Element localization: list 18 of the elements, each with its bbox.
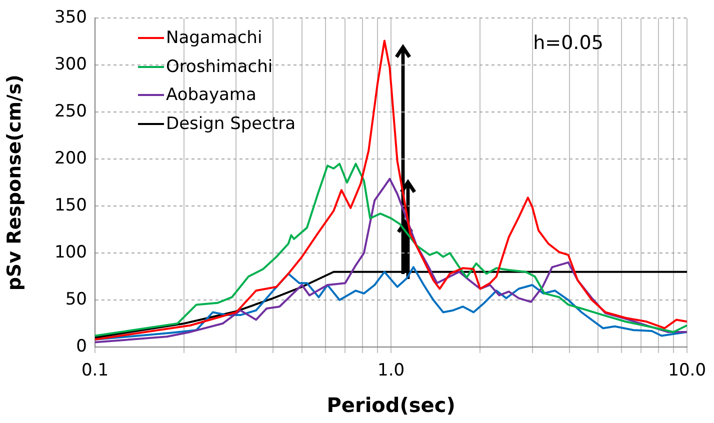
x-tick-label: 0.1 [81,360,109,381]
y-tick-label: 300 [54,54,87,75]
legend-label: Design Spectra [166,112,296,136]
y-tick-label: 150 [54,196,87,216]
x-tick-label: 1.0 [378,360,405,381]
y-tick-label: 100 [54,242,87,262]
x-tick-label: 10.0 [668,360,706,381]
y-tick-label: 0 [76,336,87,356]
legend-label: Nagamachi [166,27,262,50]
y-tick-label: 50 [65,289,87,310]
y-tick-label: 250 [54,102,87,122]
y-axis-title: pSv Response(cm/s) [3,74,26,291]
y-tick-label: 200 [54,148,87,169]
legend-label: Oroshimachi [166,56,273,78]
x-axis-title: Period(sec) [326,393,456,418]
y-tick-label: 350 [54,8,87,28]
legend-label: Aobayama [166,84,256,107]
annotation: h=0.05 [533,32,604,54]
